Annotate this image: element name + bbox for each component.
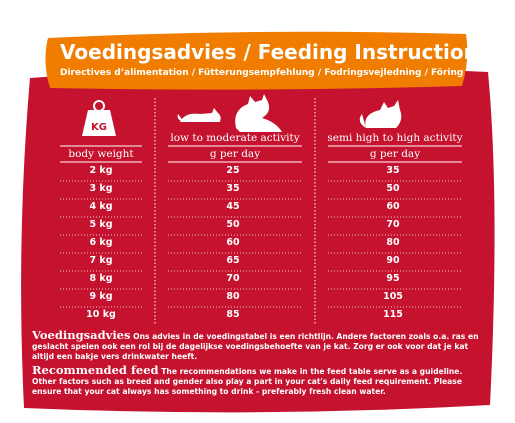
table-cell: 70 bbox=[226, 273, 240, 284]
table-cell: 45 bbox=[226, 201, 240, 212]
note: Recommended feed The recommendations we … bbox=[32, 363, 482, 397]
table-cell: 2 kg bbox=[89, 165, 113, 176]
table-cell: 80 bbox=[386, 237, 400, 248]
title: Voedingsadvies / Feeding Instruction bbox=[60, 40, 478, 64]
table-cell: 90 bbox=[386, 255, 400, 266]
table-cell: 60 bbox=[386, 201, 400, 212]
table-cell: 6 kg bbox=[89, 237, 113, 248]
grid bbox=[60, 98, 462, 325]
table-cell: 60 bbox=[226, 237, 240, 248]
subtitle: Directives d’alimentation / Fütterungsem… bbox=[60, 68, 464, 78]
notes: Voedingsadvies Ons advies in de voedings… bbox=[32, 328, 482, 400]
note-heading: Voedingsadvies bbox=[32, 328, 131, 342]
unit-header: g per day bbox=[209, 148, 261, 160]
panel bbox=[21, 67, 495, 413]
table-cell: 50 bbox=[386, 183, 400, 194]
table-cell: 5 kg bbox=[89, 219, 113, 230]
column-header: body weight bbox=[68, 148, 134, 160]
table-cell: 85 bbox=[226, 309, 240, 320]
table-cell: 70 bbox=[386, 219, 400, 230]
table-cell: 9 kg bbox=[89, 291, 113, 302]
table-cell: 115 bbox=[383, 309, 403, 320]
icons bbox=[82, 94, 402, 136]
unit-header: g per day bbox=[369, 148, 421, 160]
table-cell: 35 bbox=[386, 165, 400, 176]
table-cell: 105 bbox=[383, 291, 403, 302]
note: Voedingsadvies Ons advies in de voedings… bbox=[32, 328, 482, 362]
banner bbox=[45, 31, 468, 90]
column-header: semi high to high activity bbox=[327, 132, 463, 144]
note-text: The recommendations we make in the feed … bbox=[32, 367, 463, 396]
column-header: low to moderate activity bbox=[170, 132, 300, 144]
icon-label: KG bbox=[91, 122, 107, 133]
table-cell: 35 bbox=[226, 183, 240, 194]
table-cell: 50 bbox=[226, 219, 240, 230]
table-cell: 8 kg bbox=[89, 273, 113, 284]
table-cell: 95 bbox=[386, 273, 400, 284]
table-cell: 80 bbox=[226, 291, 240, 302]
table-cell: 7 kg bbox=[89, 255, 113, 266]
table-cell: 4 kg bbox=[89, 201, 113, 212]
note-text: Ons advies in de voedingstabel is een ri… bbox=[32, 332, 479, 361]
table-cell: 10 kg bbox=[86, 309, 116, 320]
table-cell: 65 bbox=[226, 255, 240, 266]
table-cell: 3 kg bbox=[89, 183, 113, 194]
note-heading: Recommended feed bbox=[32, 363, 159, 377]
table-cell: 25 bbox=[226, 165, 240, 176]
